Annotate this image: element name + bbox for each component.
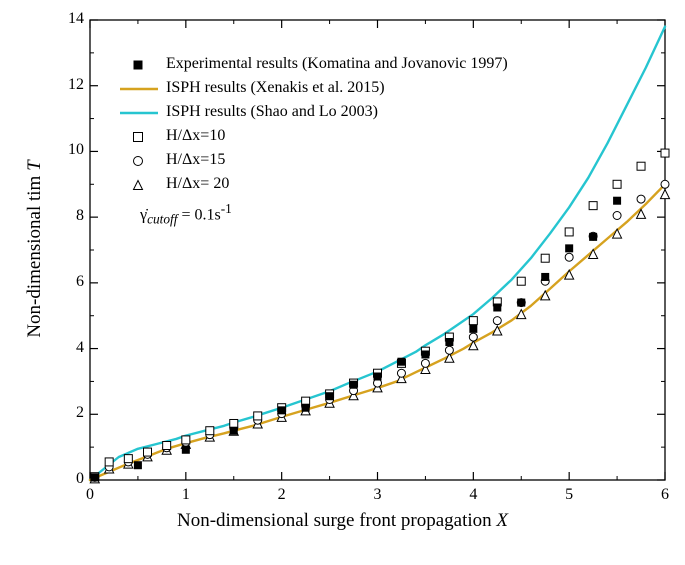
y-tick-label: 14 xyxy=(54,10,84,28)
legend-annotation: γ̇cutoff = 0.1s-1 xyxy=(140,201,232,228)
y-tick-label: 0 xyxy=(54,470,84,488)
x-tick-label: 3 xyxy=(366,486,390,504)
legend-item-label: H/Δx= 20 xyxy=(166,175,229,193)
y-tick-label: 6 xyxy=(54,273,84,291)
chart-container: 012345602468101214Non-dimensional surge … xyxy=(0,0,685,560)
legend-item-label: Experimental results (Komatina and Jovan… xyxy=(166,55,508,73)
x-tick-label: 5 xyxy=(557,486,581,504)
x-tick-label: 4 xyxy=(461,486,485,504)
legend-item-label: ISPH results (Shao and Lo 2003) xyxy=(166,103,378,121)
y-axis-label: Non-dimensional tim T xyxy=(24,19,46,479)
legend-item-label: ISPH results (Xenakis et al. 2015) xyxy=(166,79,385,97)
x-axis-label: Non-dimensional surge front propagation … xyxy=(0,510,685,532)
y-tick-label: 10 xyxy=(54,141,84,159)
x-tick-label: 6 xyxy=(653,486,677,504)
x-tick-label: 2 xyxy=(270,486,294,504)
x-tick-label: 0 xyxy=(78,486,102,504)
legend-item-label: H/Δx=15 xyxy=(166,151,225,169)
x-tick-label: 1 xyxy=(174,486,198,504)
y-tick-label: 2 xyxy=(54,404,84,422)
y-tick-label: 4 xyxy=(54,339,84,357)
legend-item-label: H/Δx=10 xyxy=(166,127,225,145)
y-tick-label: 8 xyxy=(54,207,84,225)
y-tick-label: 12 xyxy=(54,76,84,94)
